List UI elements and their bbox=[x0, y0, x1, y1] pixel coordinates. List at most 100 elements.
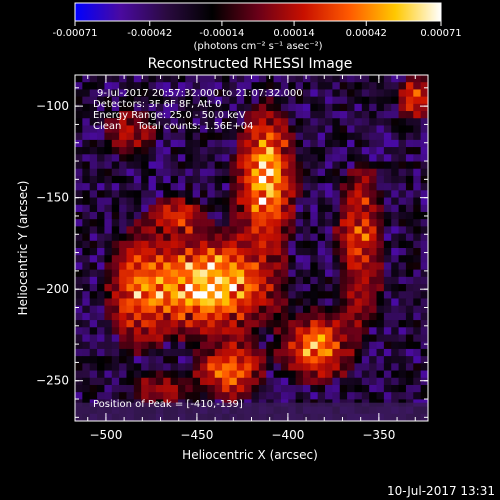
heatmap-cell bbox=[200, 327, 208, 335]
heatmap-cell bbox=[413, 348, 422, 357]
heatmap-cell bbox=[339, 204, 348, 213]
heatmap-cell bbox=[170, 161, 179, 170]
heatmap-cell bbox=[280, 377, 289, 386]
heatmap-cell bbox=[266, 262, 274, 271]
heatmap-cell bbox=[185, 190, 194, 198]
heatmap-cell bbox=[332, 132, 341, 141]
heatmap-cell bbox=[302, 327, 311, 335]
heatmap-cell bbox=[369, 139, 377, 148]
heatmap-cell bbox=[192, 305, 201, 314]
heatmap-cell bbox=[214, 248, 223, 256]
heatmap-cell bbox=[214, 269, 223, 278]
heatmap-cell bbox=[75, 363, 83, 371]
heatmap-cell bbox=[126, 320, 135, 328]
heatmap-cell bbox=[200, 377, 208, 386]
heatmap-cell bbox=[376, 291, 385, 299]
heatmap-cell bbox=[185, 255, 194, 263]
heatmap-cell bbox=[273, 132, 282, 141]
heatmap-cell bbox=[354, 327, 363, 335]
heatmap-cell bbox=[163, 233, 171, 242]
heatmap-cell bbox=[133, 103, 142, 112]
heatmap-cell bbox=[192, 392, 201, 400]
heatmap-cell bbox=[200, 168, 208, 177]
heatmap-cell bbox=[236, 226, 245, 234]
heatmap-cell bbox=[310, 262, 319, 271]
heatmap-cell bbox=[111, 75, 120, 83]
heatmap-cell bbox=[119, 269, 127, 278]
heatmap-cell bbox=[302, 154, 311, 162]
heatmap-cell bbox=[155, 248, 164, 256]
heatmap-cell bbox=[383, 75, 392, 83]
heatmap-cell bbox=[75, 312, 83, 321]
heatmap-cell bbox=[369, 291, 377, 299]
heatmap-cell bbox=[133, 327, 142, 335]
heatmap-cell bbox=[229, 211, 238, 220]
heatmap-cell bbox=[347, 276, 355, 285]
heatmap-cell bbox=[295, 341, 304, 350]
heatmap-cell bbox=[170, 305, 179, 314]
heatmap-cell bbox=[258, 276, 267, 285]
heatmap-cell bbox=[332, 377, 341, 386]
heatmap-cell bbox=[258, 320, 267, 328]
heatmap-cell bbox=[229, 334, 238, 343]
heatmap-cell bbox=[222, 132, 230, 141]
heatmap-cell bbox=[347, 384, 355, 393]
heatmap-cell bbox=[347, 248, 355, 256]
heatmap-cell bbox=[163, 226, 171, 234]
heatmap-cell bbox=[111, 89, 120, 98]
heatmap-cell bbox=[325, 82, 333, 90]
heatmap-cell bbox=[222, 75, 230, 83]
heatmap-cell bbox=[229, 111, 238, 119]
heatmap-cell bbox=[295, 190, 304, 198]
heatmap-cell bbox=[369, 298, 377, 307]
heatmap-cell bbox=[89, 377, 98, 386]
heatmap-cell bbox=[420, 269, 428, 278]
heatmap-cell bbox=[376, 305, 385, 314]
heatmap-cell bbox=[339, 276, 348, 285]
heatmap-cell bbox=[207, 334, 216, 343]
heatmap-cell bbox=[236, 312, 245, 321]
heatmap-cell bbox=[119, 204, 127, 213]
heatmap-cell bbox=[177, 211, 186, 220]
heatmap-cell bbox=[398, 204, 407, 213]
heatmap-cell bbox=[155, 197, 164, 206]
heatmap-cell bbox=[361, 262, 370, 271]
heatmap-cell bbox=[177, 327, 186, 335]
heatmap-cell bbox=[405, 305, 414, 314]
heatmap-cell bbox=[266, 255, 274, 263]
heatmap-cell bbox=[420, 125, 428, 134]
heatmap-cell bbox=[354, 377, 363, 386]
heatmap-cell bbox=[347, 348, 355, 357]
heatmap-cell bbox=[258, 226, 267, 234]
heatmap-cell bbox=[251, 377, 260, 386]
heatmap-cell bbox=[207, 255, 216, 263]
heatmap-cell bbox=[207, 327, 216, 335]
heatmap-cell bbox=[148, 168, 157, 177]
heatmap-cell bbox=[111, 168, 120, 177]
heatmap-cell bbox=[244, 75, 252, 83]
heatmap-cell bbox=[82, 240, 91, 249]
heatmap-cell bbox=[192, 226, 201, 234]
heatmap-cell bbox=[391, 334, 399, 343]
heatmap-cell bbox=[332, 190, 341, 198]
heatmap-cell bbox=[214, 363, 223, 371]
heatmap-cell bbox=[347, 392, 355, 400]
heatmap-cell bbox=[192, 248, 201, 256]
heatmap-cell bbox=[192, 298, 201, 307]
heatmap-cell bbox=[133, 348, 142, 357]
heatmap-cell bbox=[163, 305, 171, 314]
heatmap-cell bbox=[97, 183, 105, 191]
heatmap-cell bbox=[369, 226, 377, 234]
heatmap-cell bbox=[177, 197, 186, 206]
heatmap-cell bbox=[82, 276, 91, 285]
heatmap-cell bbox=[229, 139, 238, 148]
heatmap-cell bbox=[82, 226, 91, 234]
heatmap-cell bbox=[104, 168, 113, 177]
heatmap-cell bbox=[148, 370, 157, 379]
heatmap-cell bbox=[177, 269, 186, 278]
heatmap-cell bbox=[361, 276, 370, 285]
heatmap-cell bbox=[89, 132, 98, 141]
heatmap-cell bbox=[405, 320, 414, 328]
heatmap-cell bbox=[325, 175, 333, 184]
